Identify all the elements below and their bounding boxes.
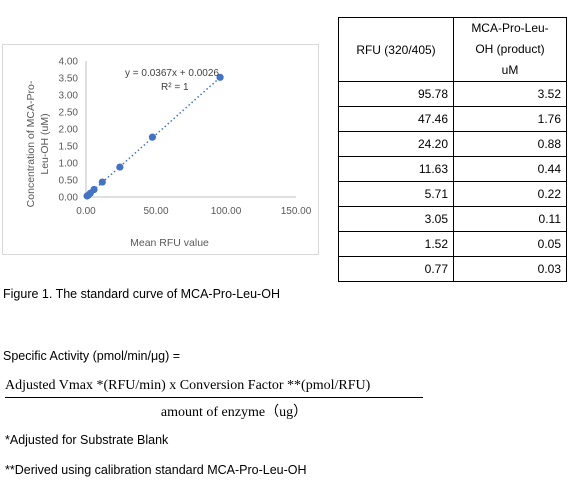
note-substrate-blank: *Adjusted for Substrate Blank	[5, 433, 169, 447]
r-squared: R² = 1	[161, 82, 189, 93]
header-product-line-1: MCA-Pro-Leu-	[471, 21, 549, 35]
data-point	[148, 133, 157, 141]
y-tick-label: 4.00	[59, 57, 79, 68]
y-tick-label: 1.00	[59, 159, 79, 170]
cell-product: 0.03	[453, 256, 567, 282]
standard-curve-chart: 0.00 0.50 1.00 1.50 2.00 2.50 3.00 3.50 4.00 0.00…	[2, 44, 319, 255]
y-tick-label: 3.50	[59, 74, 79, 85]
standard-table: RFU (320/405) MCA-Pro-Leu- OH (product) …	[338, 17, 567, 282]
table-row: 5.71 0.22	[338, 181, 567, 207]
cell-product: 1.76	[453, 106, 567, 132]
cell-rfu: 11.63	[338, 156, 454, 182]
header-product: MCA-Pro-Leu- OH (product) uM	[453, 17, 567, 82]
note-calibration: **Derived using calibration standard MCA…	[5, 463, 307, 477]
y-axis-title-line-1: Concentration of MCA-Pro-	[25, 80, 37, 207]
cell-rfu: 24.20	[338, 131, 454, 157]
trendline-equation: y = 0.0367x + 0.0026	[125, 68, 219, 79]
header-rfu: RFU (320/405)	[338, 17, 454, 82]
cell-rfu: 47.46	[338, 106, 454, 132]
cell-rfu: 0.77	[338, 256, 454, 282]
cell-rfu: 5.71	[338, 181, 454, 207]
x-tick-label: 0.00	[76, 206, 96, 217]
table-row: 47.46 1.76	[338, 106, 567, 132]
cell-product: 0.44	[453, 156, 567, 182]
table-row: 95.78 3.52	[338, 81, 567, 107]
table-row: 3.05 0.11	[338, 206, 567, 232]
figure-caption: Figure 1. The standard curve of MCA-Pro-…	[3, 287, 280, 301]
cell-product: 3.52	[453, 81, 567, 107]
data-point	[116, 163, 124, 171]
x-tick-label: 100.00	[211, 206, 242, 217]
formula-numerator: Adjusted Vmax *(RFU/min) x Conversion Fa…	[5, 378, 423, 398]
chart-svg: 0.00 0.50 1.00 1.50 2.00 2.50 3.00 3.50 4.00 0.00…	[25, 57, 312, 250]
data-point	[98, 178, 106, 186]
y-tick-label: 2.50	[59, 108, 79, 119]
cell-rfu: 3.05	[338, 206, 454, 232]
y-tick-label: 1.50	[59, 142, 79, 153]
y-tick-label: 0.00	[59, 193, 79, 204]
table-row: 1.52 0.05	[338, 231, 567, 257]
data-point	[216, 73, 224, 81]
header-product-line-2: OH (product)	[475, 42, 545, 56]
table-row: 0.77 0.03	[338, 256, 567, 282]
specific-activity-label: Specific Activity (pmol/min/μg) =	[3, 349, 181, 363]
y-axis-title-line-2: Leu-OH (uM)	[39, 113, 51, 174]
cell-rfu: 95.78	[338, 81, 454, 107]
table-header-row: RFU (320/405) MCA-Pro-Leu- OH (product) …	[338, 17, 567, 82]
x-tick-label: 150.00	[281, 206, 312, 217]
activity-formula: Adjusted Vmax *(RFU/min) x Conversion Fa…	[5, 378, 423, 421]
x-axis-title: Mean RFU value	[130, 237, 209, 249]
x-tick-label: 50.00	[143, 206, 168, 217]
y-tick-label: 0.50	[59, 176, 79, 187]
cell-product: 0.88	[453, 131, 567, 157]
header-product-line-3: uM	[501, 63, 519, 77]
cell-product: 0.05	[453, 231, 567, 257]
cell-rfu: 1.52	[338, 231, 454, 257]
data-point	[83, 192, 91, 200]
cell-product: 0.22	[453, 181, 567, 207]
table-row: 24.20 0.88	[338, 131, 567, 157]
y-tick-label: 2.00	[59, 125, 79, 136]
table-body: 95.78 3.52 47.46 1.76 24.20 0.88 11.63 0.44 5.71…	[338, 81, 567, 282]
cell-product: 0.11	[453, 206, 567, 232]
table-row: 11.63 0.44	[338, 156, 567, 182]
y-tick-label: 3.00	[59, 91, 79, 102]
formula-denominator: amount of enzyme（ug）	[160, 405, 308, 420]
